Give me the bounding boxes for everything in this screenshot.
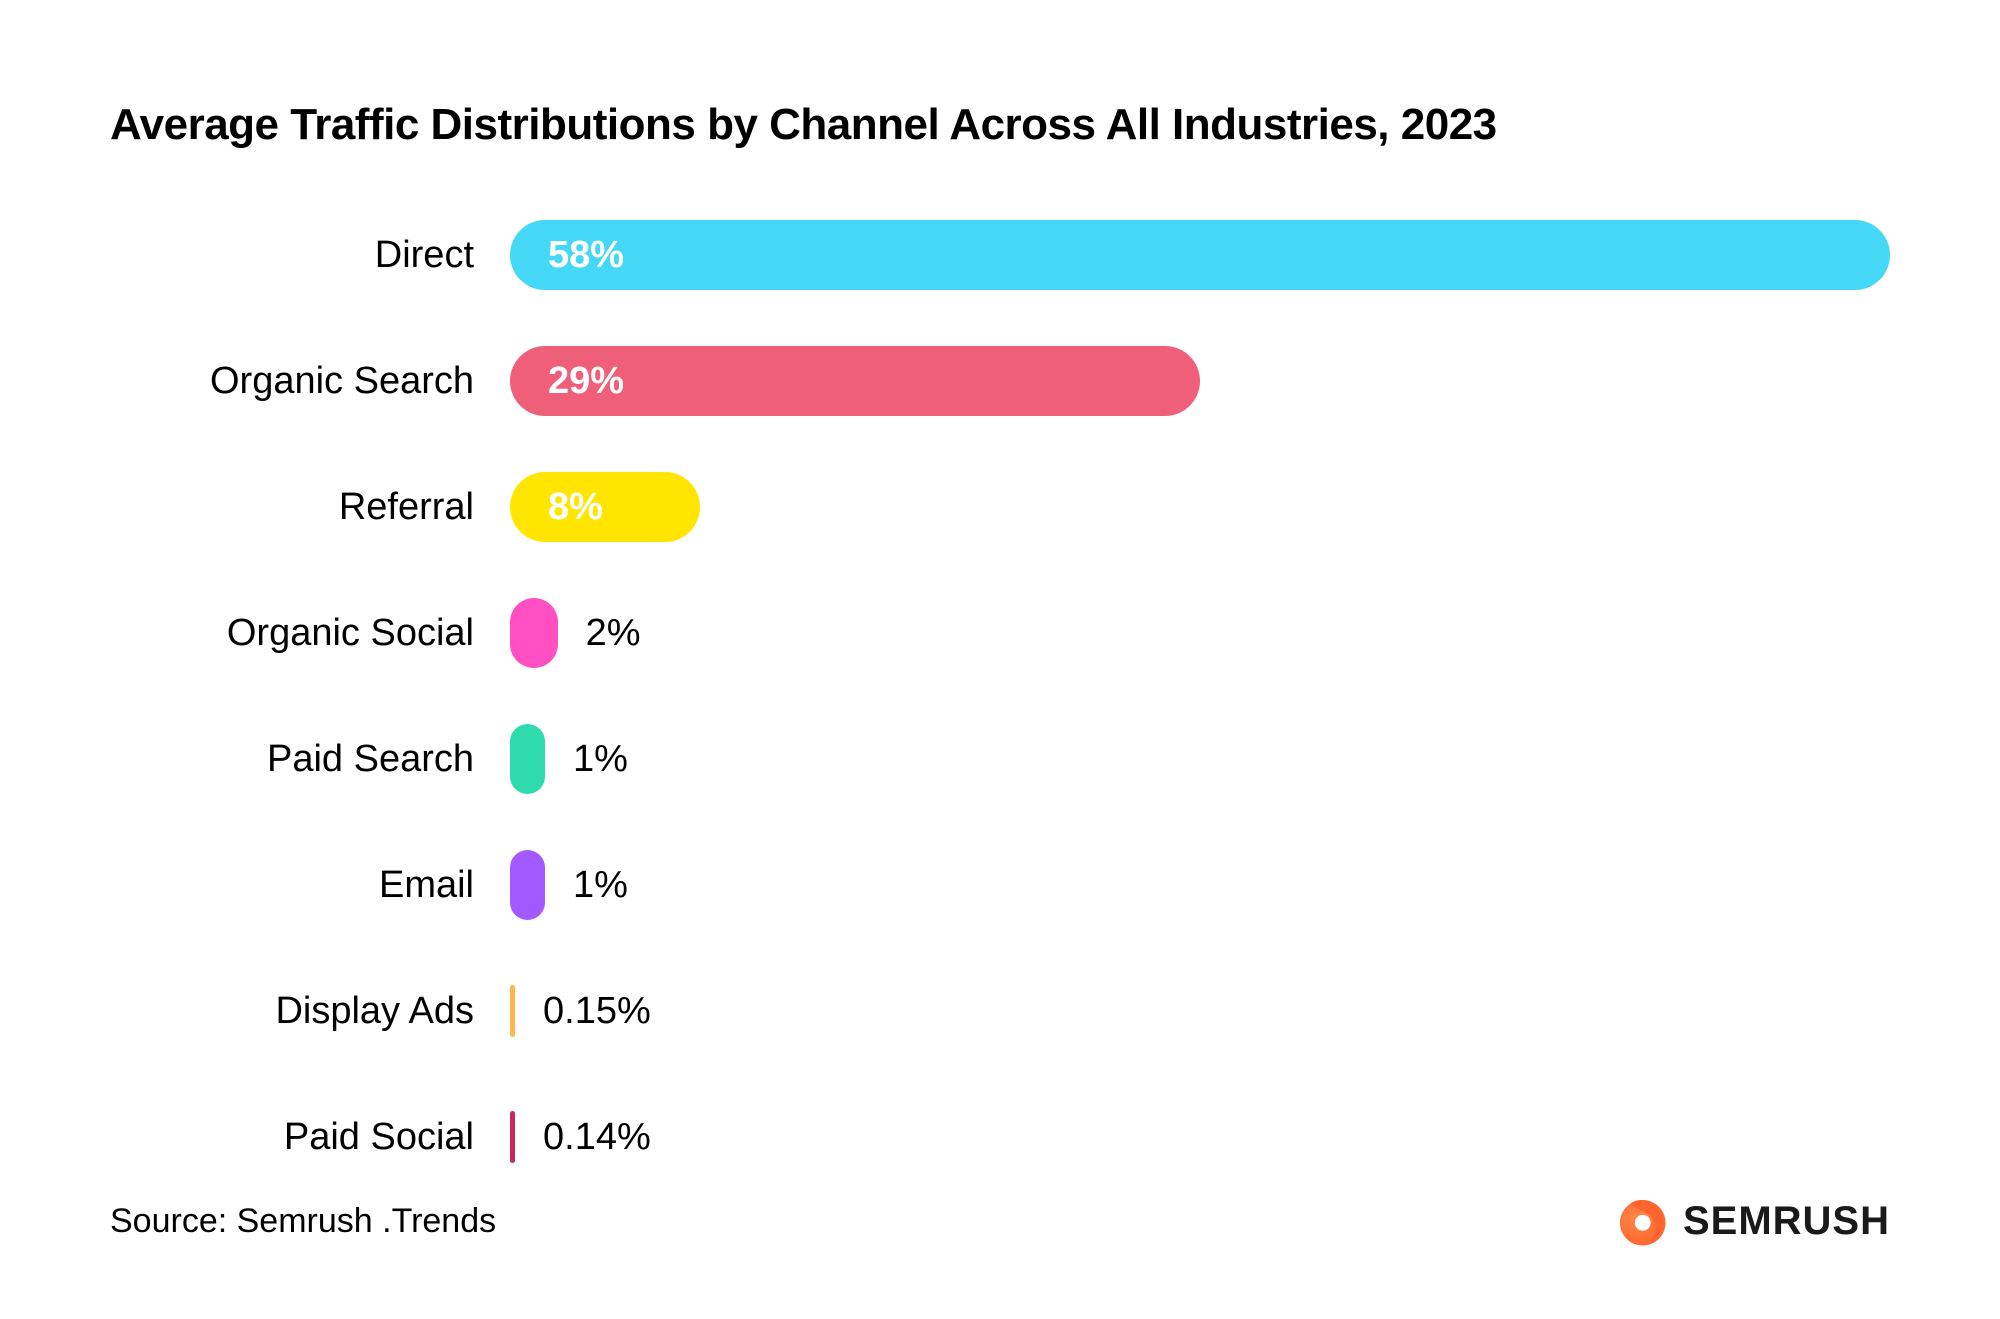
bar-cell: 58%: [510, 220, 1890, 290]
category-label: Paid Search: [110, 738, 510, 781]
bar: [510, 850, 545, 920]
value-label: 1%: [545, 864, 628, 907]
value-label: 0.15%: [515, 990, 651, 1033]
category-label: Email: [110, 864, 510, 907]
bar: [510, 598, 558, 668]
category-label: Paid Social: [110, 1116, 510, 1159]
value-label: 1%: [545, 738, 628, 781]
bar-row: Display Ads 0.15%: [110, 976, 1890, 1046]
value-label: 8%: [510, 486, 603, 529]
brand-logo: SEMRUSH: [1613, 1193, 1890, 1249]
bar: 58%: [510, 220, 1890, 290]
bar-cell: 1%: [510, 850, 1890, 920]
source-text: Source: Semrush .Trends: [110, 1202, 496, 1241]
bar-cell: 2%: [510, 598, 1890, 668]
category-label: Organic Social: [110, 612, 510, 655]
bar-row: Organic Search 29%: [110, 346, 1890, 416]
bar-row: Referral 8%: [110, 472, 1890, 542]
bar: [510, 724, 545, 794]
bar-chart: Direct 58% Organic Search 29% Referral 8…: [110, 220, 1890, 1172]
bar-row: Email 1%: [110, 850, 1890, 920]
category-label: Referral: [110, 486, 510, 529]
bar-cell: 0.14%: [510, 1102, 1890, 1172]
bar-cell: 0.15%: [510, 976, 1890, 1046]
bar-cell: 8%: [510, 472, 1890, 542]
bar-row: Paid Search 1%: [110, 724, 1890, 794]
brand-name: SEMRUSH: [1683, 1199, 1890, 1244]
value-label: 0.14%: [515, 1116, 651, 1159]
value-label: 29%: [510, 360, 624, 403]
bar: 8%: [510, 472, 700, 542]
chart-footer: Source: Semrush .Trends SEMRUSH: [110, 1193, 1890, 1249]
bar-cell: 1%: [510, 724, 1890, 794]
bar-row: Direct 58%: [110, 220, 1890, 290]
chart-title: Average Traffic Distributions by Channel…: [110, 100, 1890, 150]
bar-cell: 29%: [510, 346, 1890, 416]
category-label: Organic Search: [110, 360, 510, 403]
bar-row: Organic Social 2%: [110, 598, 1890, 668]
bar: 29%: [510, 346, 1200, 416]
chart-canvas: Average Traffic Distributions by Channel…: [0, 0, 2000, 1319]
category-label: Direct: [110, 234, 510, 277]
semrush-flame-icon: [1613, 1193, 1669, 1249]
category-label: Display Ads: [110, 990, 510, 1033]
value-label: 2%: [558, 612, 641, 655]
bar-row: Paid Social 0.14%: [110, 1102, 1890, 1172]
value-label: 58%: [510, 234, 624, 277]
